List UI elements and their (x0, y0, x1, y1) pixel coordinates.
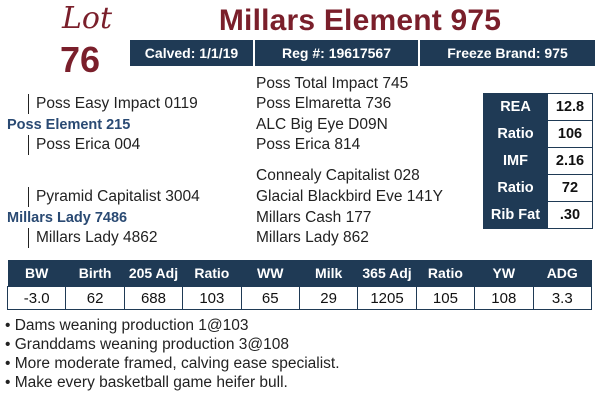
column-header: 365 Adj (357, 260, 417, 287)
dam-of-dam: Millars Lady 4862 (36, 229, 158, 246)
calved-date: Calved: 1/1/19 (130, 40, 255, 66)
freeze-brand: Freeze Brand: 975 (447, 45, 568, 61)
table-cell: 1205 (357, 286, 417, 310)
carcass-value: 12.8 (547, 93, 593, 121)
column-header: Birth (65, 260, 125, 287)
dam-of-sire: Poss Erica 004 (36, 136, 141, 153)
column-header: ADG (533, 260, 592, 287)
carcass-value: 72 (547, 174, 593, 202)
table-cell: 62 (65, 286, 125, 310)
table-row: Ratio 72 (483, 174, 593, 202)
table-cell: 108 (474, 286, 534, 310)
carcass-value: 106 (547, 120, 593, 148)
pedigree-bracket (28, 94, 29, 114)
note-item: • Granddams weaning production 3@108 (5, 336, 289, 353)
column-header: Milk (299, 260, 358, 287)
pedigree-right-item: Millars Lady 862 (256, 229, 369, 246)
column-header: YW (474, 260, 534, 287)
animal-name-title: Millars Element 975 (218, 4, 502, 37)
carcass-label: IMF (483, 147, 548, 175)
table-cell: 103 (182, 286, 242, 310)
sire-of-sire: Poss Easy Impact 0119 (36, 95, 198, 112)
table-cell: 688 (123, 286, 184, 310)
lot-number: 76 (59, 39, 101, 80)
carcass-label: Ratio (483, 120, 548, 148)
pedigree-right-item: Poss Erica 814 (256, 136, 361, 153)
sire-of-dam: Pyramid Capitalist 3004 (36, 188, 200, 205)
carcass-value: .30 (547, 201, 593, 229)
dam-name: Millars Lady 7486 (7, 210, 128, 226)
carcass-value: 2.16 (547, 147, 593, 175)
table-cell: 105 (415, 286, 476, 310)
carcass-label: Rib Fat (483, 201, 548, 229)
table-row: Rib Fat .30 (483, 201, 593, 229)
table-header-row: BW Birth 205 Adj Ratio WW Milk 365 Adj R… (7, 260, 592, 287)
sire-name: Poss Element 215 (7, 117, 131, 133)
column-header: WW (241, 260, 300, 287)
carcass-table: REA 12.8 Ratio 106 IMF 2.16 Ratio 72 Rib… (483, 93, 593, 229)
carcass-label: Ratio (483, 174, 548, 202)
info-bar: Calved: 1/1/19 Reg #: 19617567 Freeze Br… (130, 40, 595, 66)
pedigree-right-item: ALC Big Eye D09N (256, 116, 388, 133)
performance-table: BW Birth 205 Adj Ratio WW Milk 365 Adj R… (6, 260, 593, 310)
table-cell: 3.3 (532, 286, 593, 310)
table-row: REA 12.8 (483, 93, 593, 121)
column-header: 205 Adj (124, 260, 183, 287)
table-cell: 65 (240, 286, 300, 310)
table-row: -3.0 62 688 103 65 29 1205 105 108 3.3 (6, 286, 593, 310)
pedigree-right-item: Poss Total Impact 745 (256, 75, 409, 92)
pedigree-right-item: Glacial Blackbird Eve 141Y (256, 188, 443, 205)
notes-list: • Dams weaning production 1@103 • Grandd… (5, 316, 595, 392)
note-item: • Make every basketball game heifer bull… (5, 374, 288, 391)
table-row: IMF 2.16 (483, 147, 593, 175)
pedigree-bracket (28, 187, 29, 207)
table-row: Ratio 106 (483, 120, 593, 148)
column-header: Ratio (182, 260, 242, 287)
pedigree-right-item: Millars Cash 177 (256, 209, 372, 226)
lot-label: Lot (62, 1, 113, 36)
pedigree-right-item: Connealy Capitalist 028 (256, 167, 420, 184)
pedigree-right-item: Poss Elmaretta 736 (256, 95, 392, 112)
note-item: • More moderate framed, calving ease spe… (5, 355, 340, 372)
column-header: BW (7, 260, 66, 287)
pedigree-bracket (28, 228, 29, 248)
column-header: Ratio (416, 260, 475, 287)
note-item: • Dams weaning production 1@103 (5, 317, 249, 334)
table-cell: -3.0 (6, 286, 67, 310)
table-cell: 29 (298, 286, 359, 310)
registration-number: Reg #: 19617567 (255, 40, 420, 66)
carcass-label: REA (483, 93, 548, 121)
pedigree-bracket (28, 135, 29, 155)
